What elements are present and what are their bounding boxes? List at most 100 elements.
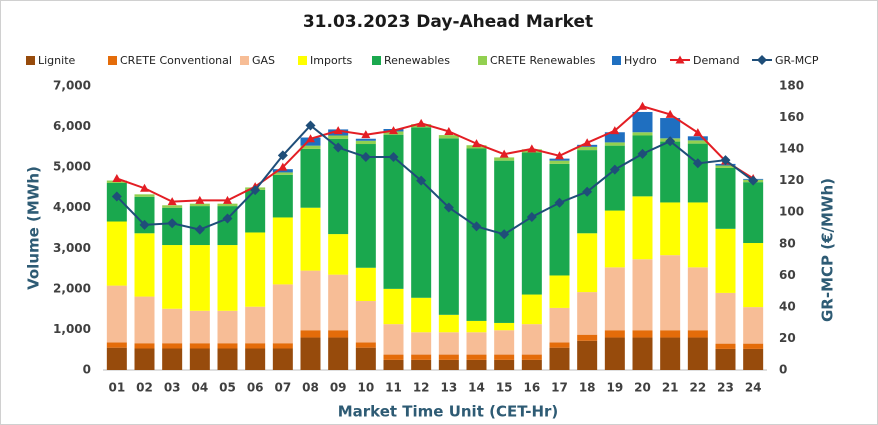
- bar-segment: [328, 138, 349, 235]
- line-marker: [360, 152, 371, 162]
- line-marker: [443, 202, 454, 213]
- line-marker: [195, 195, 205, 204]
- bar-segment: [355, 342, 376, 348]
- bar-segment: [355, 138, 376, 141]
- bar-segment: [604, 142, 625, 146]
- line-marker: [112, 174, 122, 183]
- bar-segment: [466, 359, 487, 370]
- bar-segment: [743, 243, 764, 308]
- bar-segment: [715, 167, 736, 229]
- y-tick-label: 2,000: [53, 281, 91, 295]
- y-tick-label: 0: [83, 363, 91, 377]
- line-marker: [388, 152, 399, 162]
- bar-segment: [549, 158, 570, 161]
- bar-segment: [217, 206, 238, 246]
- line-marker: [472, 139, 481, 148]
- line-marker: [526, 211, 537, 222]
- line-marker: [582, 138, 592, 147]
- legend-label: CRETE Conventional: [120, 54, 232, 67]
- line-marker: [609, 164, 620, 175]
- bar-segment: [466, 332, 487, 355]
- line-marker: [223, 195, 232, 204]
- bar-segment: [604, 267, 625, 331]
- bar-segment: [521, 354, 542, 360]
- bar-segment: [217, 348, 238, 370]
- bar-segment: [245, 232, 266, 307]
- x-tick-label: 15: [496, 381, 513, 395]
- bar-segment: [106, 221, 127, 286]
- bar-segment: [162, 205, 183, 208]
- y2-tick-label: 180: [779, 79, 804, 93]
- x-tick-label: 14: [468, 381, 485, 395]
- x-tick-label: 07: [274, 381, 291, 395]
- legend-label: Renewables: [384, 54, 450, 67]
- bar-segment: [411, 332, 432, 355]
- y-tick-label: 4,000: [53, 200, 91, 214]
- bar-segment: [189, 310, 210, 344]
- y2-tick-label: 20: [779, 331, 796, 345]
- line-marker: [306, 134, 315, 143]
- bar-segment: [189, 203, 210, 207]
- bar-segment: [687, 140, 708, 144]
- line-marker: [693, 128, 703, 137]
- bar-segment: [245, 343, 266, 349]
- line-marker: [139, 219, 150, 230]
- legend-swatch: [240, 56, 249, 65]
- bar-segment: [272, 169, 293, 173]
- bar-segment: [272, 284, 293, 344]
- bar-segment: [687, 143, 708, 203]
- legend-swatch: [298, 56, 307, 65]
- bar-segment: [660, 141, 681, 203]
- bar-segment: [466, 148, 487, 321]
- x-tick-label: 17: [551, 381, 568, 395]
- y-tick-label: 3,000: [53, 241, 91, 255]
- bar-segment: [521, 152, 542, 295]
- bar-segment: [438, 138, 459, 315]
- bar-segment: [604, 132, 625, 143]
- bar-segment: [577, 340, 598, 370]
- line-marker: [389, 126, 398, 135]
- bar-segment: [715, 348, 736, 370]
- bar-segment: [355, 140, 376, 145]
- x-tick-label: 01: [108, 381, 125, 395]
- bar-segment: [272, 172, 293, 175]
- bar-segment: [743, 343, 764, 349]
- bar-segment: [245, 348, 266, 370]
- bar-segment: [106, 285, 127, 343]
- legend-label: Imports: [310, 54, 353, 67]
- line-marker: [444, 126, 454, 135]
- x-tick-label: 21: [662, 381, 679, 395]
- bar-segment: [549, 160, 570, 164]
- bar-segment: [687, 267, 708, 331]
- bar-segment: [632, 330, 653, 338]
- bar-segment: [715, 343, 736, 349]
- bar-segment: [466, 354, 487, 360]
- legend-label: Demand: [693, 54, 740, 67]
- line-marker: [333, 142, 344, 153]
- bar-segment: [494, 157, 515, 161]
- bar-segment: [300, 145, 321, 149]
- bar-segment: [632, 259, 653, 331]
- y2-tick-label: 140: [779, 142, 804, 156]
- line-marker: [638, 101, 647, 110]
- line-marker: [748, 175, 759, 186]
- bar-segment: [383, 288, 404, 325]
- bar-segment: [189, 245, 210, 311]
- y2-tick-label: 100: [779, 205, 804, 219]
- bar-segment: [494, 330, 515, 355]
- bar-segment: [604, 337, 625, 370]
- bar-segment: [162, 343, 183, 349]
- bar-segment: [632, 135, 653, 197]
- bar-segment: [687, 337, 708, 370]
- bar-segment: [549, 307, 570, 343]
- bar-segment: [577, 233, 598, 293]
- y2-tick-label: 160: [779, 110, 804, 124]
- legend-label: GR-MCP: [775, 54, 819, 67]
- bar-segment: [328, 337, 349, 370]
- line-marker: [610, 126, 620, 135]
- bar-segment: [438, 359, 459, 370]
- bar-segment: [383, 359, 404, 370]
- bar-segment: [715, 292, 736, 344]
- y2-tick-label: 120: [779, 173, 804, 187]
- y2-axis-title: GR-MCP (€/MWh): [819, 178, 837, 322]
